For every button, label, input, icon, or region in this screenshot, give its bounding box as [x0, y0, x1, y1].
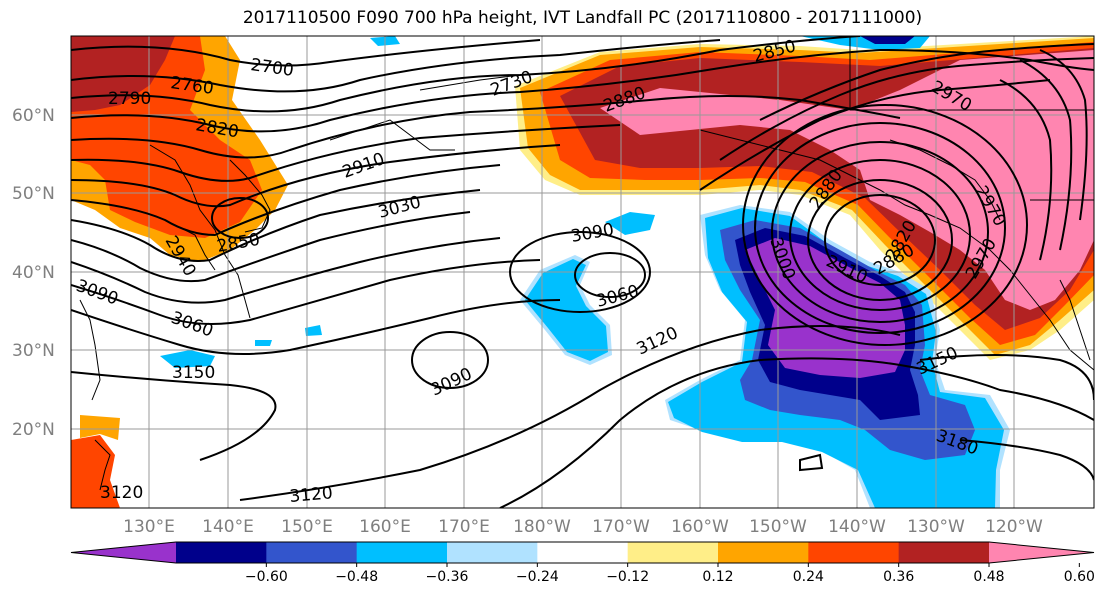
lat-label: 20°N: [12, 420, 55, 440]
colorbar-tick-label: −0.48: [335, 569, 378, 585]
latitude-labels: 60°N 50°N 40°N 30°N 20°N: [12, 106, 55, 440]
contour-label: 3120: [289, 483, 334, 507]
colorbar-swatch: [627, 542, 719, 563]
longitude-labels: 130°E 140°E 150°E 160°E 170°E 180°W 170°…: [123, 517, 1043, 537]
lon-label: 160°W: [671, 517, 729, 537]
lat-label: 50°N: [12, 184, 55, 204]
lon-label: 170°E: [438, 517, 490, 537]
lon-label: 120°W: [985, 517, 1043, 537]
colorbar: −0.60 −0.48 −0.36 −0.24 −0.12 0.12 0.24 0.36 0.4…: [70, 541, 1095, 585]
colorbar-tick-label: −0.24: [516, 569, 559, 585]
ivt-negative-blob-3: [305, 325, 322, 336]
ivt-negative-blob-2: [605, 212, 655, 235]
lon-label: 140°W: [828, 517, 886, 537]
lat-label: 60°N: [12, 106, 55, 126]
contour-label: 3120: [100, 483, 143, 503]
lon-label: 150°E: [281, 517, 333, 537]
lon-label: 130°E: [123, 517, 175, 537]
ivt-positive-sw-orange: [80, 415, 120, 440]
colorbar-swatch: [266, 542, 358, 563]
colorbar-extend-low: [71, 542, 176, 563]
height-contours: [71, 36, 1094, 508]
ivt-negative-blob-4: [160, 350, 215, 368]
colorbar-swatch: [176, 542, 267, 563]
lon-label: 130°W: [907, 517, 965, 537]
colorbar-extend-high: [989, 542, 1094, 563]
colorbar-tick-label: 0.12: [702, 569, 733, 585]
lon-label: 170°W: [592, 517, 650, 537]
lon-label: 160°E: [359, 517, 411, 537]
colorbar-swatch: [537, 542, 629, 563]
map-frame: [70, 35, 1095, 509]
colorbar-tick-label: −0.36: [426, 569, 469, 585]
lon-label: 140°E: [202, 517, 254, 537]
contour-label: 3150: [172, 363, 215, 383]
colorbar-swatch: [356, 542, 448, 563]
colorbar-tick-label: −0.12: [606, 569, 649, 585]
ivt-negative-blob-8: [860, 36, 915, 44]
ivt-negative-blob-5: [255, 340, 272, 346]
colorbar-tick-label: −0.60: [245, 569, 288, 585]
lat-label: 30°N: [12, 341, 55, 361]
colorbar-swatch: [898, 542, 990, 563]
colorbar-tick-label: 0.60: [1064, 569, 1095, 585]
lon-label: 180°W: [513, 517, 571, 537]
map-panel: 2700 2760 2790 2820 2730 2850 2880 2910 …: [71, 36, 1094, 508]
lat-label: 40°N: [12, 263, 55, 283]
contour-label: 2790: [108, 89, 151, 109]
colorbar-outline: [70, 541, 1095, 564]
colorbar-tick-label: 0.24: [793, 569, 824, 585]
colorbar-swatch: [447, 542, 538, 563]
colorbar-swatch: [718, 542, 809, 563]
lon-label: 150°W: [749, 517, 807, 537]
colorbar-swatch: [808, 542, 900, 563]
map-title: 2017110500 F090 700 hPa height, IVT Land…: [242, 8, 923, 28]
colorbar-tick-label: 0.36: [883, 569, 914, 585]
ivt-negative-mid-blob-cyan: [525, 259, 608, 361]
colorbar-tick-label: 0.48: [973, 569, 1004, 585]
